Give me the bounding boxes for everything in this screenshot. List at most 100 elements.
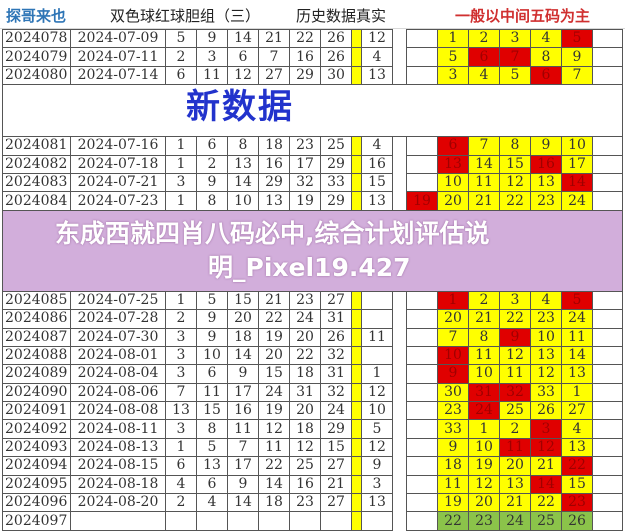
issue-cell[interactable]: 2024096 [2, 493, 71, 513]
candidate-number-cell[interactable]: 30 [437, 382, 469, 403]
candidate-number-cell[interactable]: 20 [499, 456, 531, 476]
red-ball-cell[interactable]: 8 [227, 136, 259, 156]
red-ball-cell[interactable]: 33 [320, 172, 352, 193]
red-ball-cell[interactable]: 20 [227, 309, 259, 329]
red-ball-cell[interactable]: 9 [196, 28, 228, 49]
candidate-number-cell[interactable]: 10 [530, 327, 562, 347]
separator-strip[interactable] [351, 493, 362, 513]
red-ball-cell[interactable]: 22 [258, 456, 290, 476]
candidate-number-cell[interactable]: 7 [499, 47, 531, 67]
blue-ball-cell[interactable] [361, 511, 393, 531]
candidate-number-cell[interactable]: 19 [437, 493, 469, 513]
pre-number-cell[interactable] [406, 309, 438, 329]
red-ball-cell[interactable]: 14 [227, 493, 259, 513]
candidate-number-cell[interactable]: 23 [437, 401, 469, 421]
candidate-number-cell[interactable]: 11 [468, 172, 500, 193]
candidate-number-cell[interactable]: 32 [499, 382, 531, 403]
candidate-number-cell[interactable]: 11 [437, 474, 469, 495]
empty-cell[interactable] [592, 401, 623, 421]
red-ball-cell[interactable] [165, 511, 197, 531]
date-cell[interactable]: 2024-07-21 [70, 172, 166, 193]
gap-cell[interactable] [392, 364, 407, 384]
empty-cell[interactable] [592, 474, 623, 495]
red-ball-cell[interactable]: 23 [289, 493, 321, 513]
date-cell[interactable]: 2024-07-14 [70, 65, 166, 86]
red-ball-cell[interactable]: 3 [165, 172, 197, 193]
candidate-number-cell[interactable]: 20 [437, 191, 469, 211]
candidate-number-cell[interactable]: 3 [437, 65, 469, 86]
blue-ball-cell[interactable]: 16 [361, 154, 393, 174]
candidate-number-cell[interactable]: 14 [561, 345, 593, 366]
separator-strip[interactable] [351, 456, 362, 476]
candidate-number-cell[interactable]: 3 [499, 28, 531, 49]
candidate-number-cell[interactable]: 20 [437, 309, 469, 329]
gap-cell[interactable] [392, 383, 407, 402]
gap-cell[interactable] [392, 173, 407, 192]
red-ball-cell[interactable]: 17 [227, 456, 259, 476]
red-ball-cell[interactable]: 25 [289, 456, 321, 476]
red-ball-cell[interactable]: 6 [165, 65, 197, 86]
empty-cell[interactable] [592, 511, 623, 531]
candidate-number-cell[interactable]: 24 [561, 191, 593, 211]
candidate-number-cell[interactable]: 33 [437, 419, 469, 439]
red-ball-cell[interactable]: 21 [258, 290, 290, 311]
date-cell[interactable]: 2024-07-16 [70, 136, 166, 156]
empty-cell[interactable] [592, 493, 623, 513]
blue-ball-cell[interactable]: 10 [361, 401, 393, 421]
separator-strip[interactable] [351, 419, 362, 439]
pre-number-cell[interactable] [406, 474, 438, 495]
pre-number-cell[interactable] [406, 345, 438, 366]
red-ball-cell[interactable]: 19 [258, 401, 290, 421]
date-cell[interactable] [70, 511, 166, 531]
red-ball-cell[interactable]: 18 [227, 327, 259, 347]
pre-number-cell[interactable] [406, 154, 438, 174]
candidate-number-cell[interactable]: 4 [468, 65, 500, 86]
red-ball-cell[interactable]: 21 [320, 474, 352, 495]
candidate-number-cell[interactable]: 1 [437, 290, 469, 311]
red-ball-cell[interactable]: 7 [227, 437, 259, 458]
red-ball-cell[interactable]: 14 [227, 172, 259, 193]
candidate-number-cell[interactable]: 12 [530, 364, 562, 384]
candidate-number-cell[interactable]: 6 [437, 136, 469, 156]
red-ball-cell[interactable]: 4 [165, 474, 197, 495]
candidate-number-cell[interactable]: 24 [468, 401, 500, 421]
pre-number-cell[interactable] [406, 28, 438, 49]
candidate-number-cell[interactable]: 10 [561, 136, 593, 156]
pre-number-cell[interactable] [406, 136, 438, 156]
candidate-number-cell[interactable]: 4 [530, 28, 562, 49]
candidate-number-cell[interactable]: 26 [530, 401, 562, 421]
candidate-number-cell[interactable]: 13 [437, 154, 469, 174]
empty-cell[interactable] [592, 437, 623, 458]
gap-cell[interactable] [392, 511, 407, 531]
separator-strip[interactable] [351, 345, 362, 366]
red-ball-cell[interactable]: 20 [289, 327, 321, 347]
date-cell[interactable]: 2024-07-25 [70, 290, 166, 311]
candidate-number-cell[interactable]: 23 [561, 493, 593, 513]
date-cell[interactable]: 2024-08-06 [70, 382, 166, 403]
separator-strip[interactable] [351, 364, 362, 384]
red-ball-cell[interactable]: 3 [196, 47, 228, 67]
red-ball-cell[interactable] [227, 511, 259, 531]
candidate-number-cell[interactable]: 26 [561, 511, 593, 531]
red-ball-cell[interactable]: 2 [165, 309, 197, 329]
red-ball-cell[interactable]: 8 [196, 191, 228, 211]
red-ball-cell[interactable]: 31 [289, 382, 321, 403]
issue-cell[interactable]: 2024080 [2, 65, 71, 86]
candidate-number-cell[interactable]: 33 [530, 382, 562, 403]
red-ball-cell[interactable]: 26 [320, 47, 352, 67]
candidate-number-cell[interactable]: 31 [468, 382, 500, 403]
gap-cell[interactable] [392, 328, 407, 347]
gap-cell[interactable] [392, 29, 407, 48]
red-ball-cell[interactable]: 22 [289, 345, 321, 366]
candidate-number-cell[interactable]: 13 [530, 345, 562, 366]
red-ball-cell[interactable]: 18 [289, 364, 321, 384]
red-ball-cell[interactable]: 22 [289, 28, 321, 49]
candidate-number-cell[interactable]: 22 [437, 511, 469, 531]
red-ball-cell[interactable]: 12 [289, 437, 321, 458]
candidate-number-cell[interactable]: 4 [530, 290, 562, 311]
blue-ball-cell[interactable]: 13 [361, 493, 393, 513]
date-cell[interactable]: 2024-07-30 [70, 327, 166, 347]
date-cell[interactable]: 2024-07-28 [70, 309, 166, 329]
red-ball-cell[interactable]: 32 [289, 172, 321, 193]
red-ball-cell[interactable]: 14 [227, 28, 259, 49]
